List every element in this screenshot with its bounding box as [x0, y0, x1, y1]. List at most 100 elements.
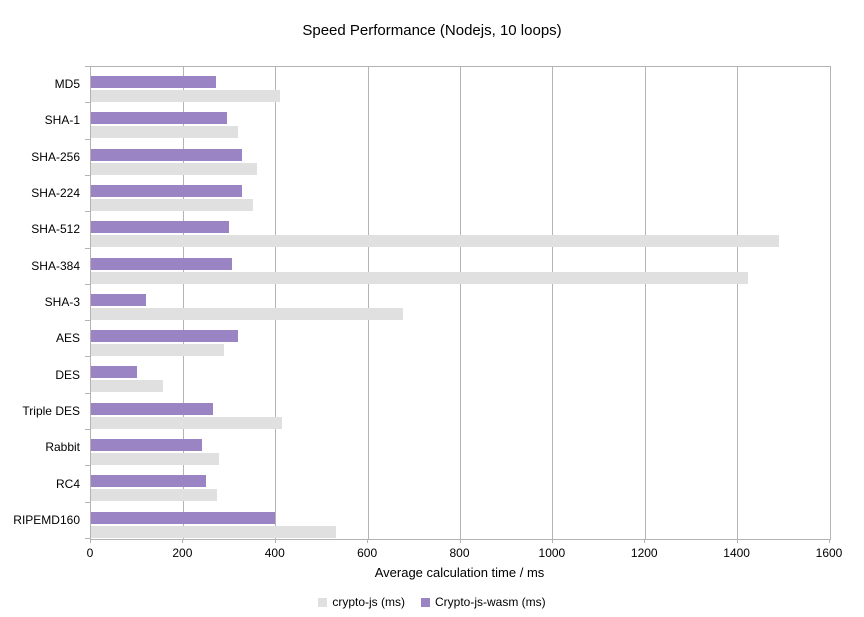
y-tick-mark — [85, 248, 90, 249]
y-tick-mark — [85, 175, 90, 176]
gridline-1000 — [552, 67, 554, 539]
y-tick-mark — [85, 102, 90, 103]
y-tick-mark — [85, 465, 90, 466]
category-row-sha-512 — [91, 212, 830, 248]
gridline-800 — [460, 67, 461, 539]
x-tick-label-200: 200 — [172, 546, 193, 560]
category-row-des — [91, 357, 830, 393]
chart-title: Speed Performance (Nodejs, 10 loops) — [302, 22, 562, 39]
bar-crypto-js-wasm — [91, 366, 138, 379]
legend-item-crypto-js: crypto-js (ms) — [318, 595, 405, 609]
gridline-200 — [182, 67, 184, 539]
y-tick-mark — [85, 320, 90, 321]
y-label-sha-256: SHA-256 — [31, 149, 80, 164]
category-row-sha-256 — [91, 140, 830, 176]
gridline-400 — [275, 67, 277, 539]
category-row-sha-384 — [91, 249, 830, 285]
legend-label: crypto-js (ms) — [332, 595, 405, 609]
y-label-rabbit: Rabbit — [45, 440, 80, 455]
category-row-sha-224 — [91, 176, 830, 212]
x-tick-mark-1200 — [644, 539, 646, 543]
x-tick-label-0: 0 — [86, 546, 94, 560]
x-tick-label-1000: 1000 — [538, 546, 566, 560]
bar-crypto-js — [91, 525, 336, 538]
gridline-1200 — [644, 67, 646, 539]
category-row-sha-3 — [91, 285, 830, 321]
x-tick-label-800: 800 — [449, 546, 470, 560]
bar-crypto-js-wasm — [91, 148, 242, 161]
bar-crypto-js — [91, 380, 163, 393]
x-tick-label-600: 600 — [357, 546, 378, 560]
x-tick-mark-600 — [367, 539, 369, 543]
y-tick-mark — [85, 393, 90, 394]
y-tick-mark — [85, 211, 90, 212]
legend-item-crypto-js-wasm: Crypto-js-wasm (ms) — [421, 595, 546, 609]
y-tick-mark — [85, 538, 90, 539]
y-label-aes: AES — [55, 331, 80, 346]
category-row-aes — [91, 321, 830, 357]
x-tick-mark-1400 — [736, 539, 738, 543]
x-tick-label-1400: 1400 — [723, 546, 750, 560]
bar-crypto-js — [91, 453, 219, 466]
bar-crypto-js — [91, 90, 281, 102]
bar-crypto-js — [91, 344, 225, 357]
x-tick-label-400: 400 — [264, 546, 285, 560]
y-label-des: DES — [55, 367, 80, 382]
bar-crypto-js — [91, 271, 748, 284]
x-tick-label-1200: 1200 — [630, 546, 658, 560]
y-label-sha-512: SHA-512 — [31, 222, 80, 237]
bar-crypto-js-wasm — [91, 402, 213, 415]
x-tick-mark-0 — [90, 539, 91, 543]
bar-crypto-js — [91, 126, 238, 139]
category-row-ripemd160 — [91, 503, 830, 539]
bar-crypto-js-wasm — [91, 221, 229, 234]
legend-swatch-icon — [318, 597, 328, 607]
bar-crypto-js-wasm — [91, 293, 146, 306]
x-axis-title: Average calculation time / ms — [374, 565, 545, 580]
bar-crypto-js — [91, 307, 404, 320]
bar-crypto-js-wasm — [91, 257, 233, 270]
y-tick-mark — [85, 429, 90, 430]
y-label-rc4: RC4 — [55, 476, 80, 491]
x-tick-mark-1000 — [551, 539, 553, 543]
x-tick-mark-400 — [274, 539, 276, 543]
bar-crypto-js — [91, 235, 780, 248]
y-label-sha-1: SHA-1 — [44, 113, 80, 128]
legend-label: Crypto-js-wasm (ms) — [435, 595, 546, 609]
y-tick-mark — [85, 284, 90, 285]
y-label-sha-3: SHA-3 — [44, 294, 80, 309]
bar-crypto-js-wasm — [91, 112, 228, 125]
bar-crypto-js — [91, 489, 218, 502]
legend: crypto-js (ms) Crypto-js-wasm (ms) — [0, 595, 864, 609]
category-row-rc4 — [91, 466, 830, 502]
legend-swatch-icon — [421, 597, 430, 607]
y-label-ripemd160: RIPEMD160 — [13, 512, 80, 527]
category-row-triple-des — [91, 394, 830, 430]
y-tick-mark — [85, 502, 90, 503]
x-tick-mark-1600 — [829, 539, 830, 543]
category-row-sha-1 — [91, 103, 830, 139]
gridline-600 — [367, 67, 369, 539]
y-label-sha-224: SHA-224 — [31, 186, 80, 201]
bar-crypto-js-wasm — [91, 439, 203, 452]
category-row-md5 — [91, 67, 830, 103]
x-tick-label-1600: 1600 — [815, 546, 843, 560]
y-label-sha-384: SHA-384 — [31, 258, 80, 273]
y-tick-mark — [85, 356, 90, 357]
y-label-triple-des: Triple DES — [22, 403, 80, 418]
gridline-1400 — [737, 67, 739, 539]
bar-crypto-js — [91, 162, 258, 175]
y-label-md5: MD5 — [54, 77, 80, 92]
plot-area — [90, 66, 831, 540]
bar-crypto-js-wasm — [91, 184, 242, 197]
bar-crypto-js-wasm — [91, 475, 206, 488]
x-tick-mark-800 — [459, 539, 461, 543]
y-tick-mark — [85, 66, 90, 67]
bar-crypto-js — [91, 416, 283, 429]
y-tick-mark — [85, 139, 90, 140]
bar-crypto-js-wasm — [91, 511, 275, 524]
bar-crypto-js-wasm — [91, 330, 238, 343]
category-row-rabbit — [91, 430, 830, 466]
bar-crypto-js-wasm — [91, 76, 216, 88]
